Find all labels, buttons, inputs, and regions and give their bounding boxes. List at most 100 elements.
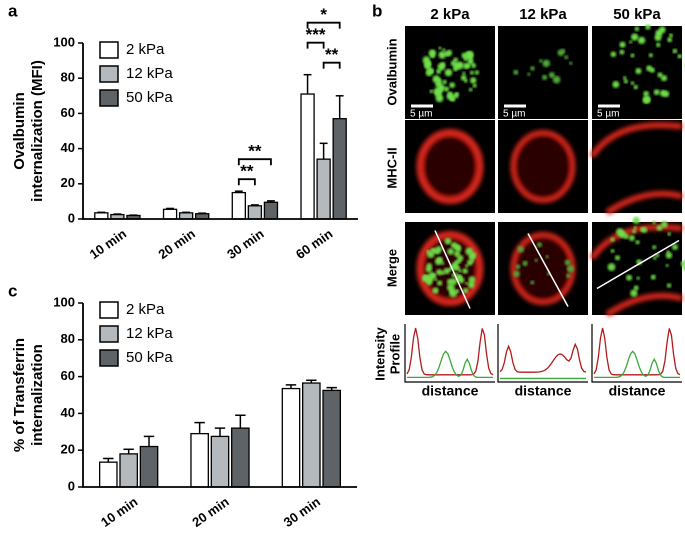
- green-spot: [463, 56, 468, 61]
- y-tick-label: 60: [61, 105, 75, 120]
- green-spot: [623, 76, 626, 79]
- green-spot: [619, 42, 625, 48]
- green-spot: [630, 54, 634, 58]
- legend-swatch: [100, 326, 118, 342]
- green-spot: [441, 262, 444, 265]
- x-tick-label: 30 min: [224, 226, 266, 262]
- profile-red: [594, 328, 680, 375]
- green-spot: [641, 227, 647, 233]
- legend-swatch: [100, 302, 118, 318]
- green-spot: [636, 276, 639, 279]
- green-spot: [621, 232, 624, 235]
- significance-label: ***: [306, 25, 326, 44]
- micrograph: 5 µm: [498, 26, 588, 120]
- legend-label: 12 kPa: [126, 65, 173, 82]
- green-spot: [549, 72, 555, 78]
- y-tick-label: 40: [61, 140, 75, 155]
- panel-label: b: [372, 1, 382, 20]
- green-spot: [449, 290, 457, 298]
- y-tick-label: 20: [61, 175, 75, 190]
- green-spot: [649, 53, 653, 57]
- green-spot: [444, 238, 451, 245]
- green-spot: [467, 260, 473, 266]
- y-axis-label: internalization (MFI): [29, 60, 46, 202]
- row-label: MHC-II: [384, 147, 399, 188]
- row-label: Merge: [384, 249, 399, 287]
- green-spot: [673, 49, 678, 54]
- green-spot: [449, 82, 455, 88]
- y-tick-label: 80: [61, 70, 75, 85]
- significance-label: **: [325, 45, 339, 64]
- green-spot: [432, 287, 439, 294]
- red-membrane: [420, 133, 480, 201]
- green-spot: [447, 93, 454, 100]
- significance-label: **: [240, 162, 254, 181]
- bar: [211, 436, 228, 487]
- green-spot: [631, 33, 638, 40]
- green-spot: [677, 54, 681, 58]
- green-spot: [465, 247, 473, 255]
- green-spot: [470, 71, 474, 75]
- green-spot: [638, 37, 645, 44]
- green-spot: [624, 234, 629, 239]
- green-spot: [517, 246, 524, 253]
- green-spot: [431, 248, 435, 252]
- green-spot: [451, 242, 458, 249]
- green-spot: [427, 250, 431, 254]
- green-spot: [624, 79, 628, 83]
- column-header: 12 kPa: [519, 6, 567, 23]
- micrograph: [498, 120, 588, 213]
- x-tick-label: 60 min: [293, 226, 335, 262]
- green-spot: [455, 92, 459, 96]
- micrograph: [592, 217, 685, 315]
- bar: [120, 454, 137, 487]
- bar: [282, 389, 299, 487]
- green-spot: [666, 252, 673, 259]
- green-spot: [635, 240, 639, 244]
- x-tick-label: 20 min: [155, 226, 197, 262]
- x-tick-label: 30 min: [281, 494, 323, 530]
- green-spot: [656, 43, 661, 48]
- green-spot: [663, 91, 669, 97]
- green-spot: [635, 68, 641, 74]
- green-spot: [466, 64, 470, 68]
- green-spot: [437, 78, 442, 83]
- green-spot: [542, 60, 550, 68]
- micrograph: [405, 222, 495, 315]
- green-spot: [447, 248, 454, 255]
- panel-label: a: [8, 1, 18, 20]
- green-spot: [611, 249, 615, 253]
- profile-axis-label: distance: [609, 383, 666, 399]
- legend-label: 50 kPa: [126, 349, 173, 366]
- green-spot: [429, 49, 437, 57]
- green-spot: [530, 280, 534, 284]
- green-spot: [437, 257, 443, 263]
- bar: [180, 213, 193, 219]
- green-spot: [653, 256, 657, 260]
- green-spot: [515, 264, 520, 269]
- green-spot: [438, 63, 446, 71]
- green-spot: [452, 262, 458, 268]
- legend-label: 12 kPa: [126, 325, 173, 342]
- legend-swatch: [100, 42, 118, 58]
- green-spot: [634, 85, 638, 89]
- green-spot: [569, 62, 572, 65]
- bar: [164, 209, 177, 219]
- y-tick-label: 60: [61, 368, 75, 383]
- green-spot: [426, 69, 433, 76]
- green-spot: [667, 37, 672, 42]
- green-spot: [655, 30, 662, 37]
- x-tick-label: 10 min: [98, 494, 140, 530]
- green-spot: [456, 61, 464, 69]
- green-spot: [462, 268, 468, 274]
- y-tick-label: 40: [61, 405, 75, 420]
- green-spot: [426, 266, 433, 273]
- y-tick-label: 80: [61, 331, 75, 346]
- profile-axis-label: distance: [515, 383, 572, 399]
- row-label: Intensity: [372, 327, 387, 381]
- row-label: Ovalbumin: [384, 38, 399, 105]
- column-header: 50 kPa: [613, 6, 661, 23]
- profile-red: [407, 328, 493, 375]
- green-spot: [612, 81, 619, 88]
